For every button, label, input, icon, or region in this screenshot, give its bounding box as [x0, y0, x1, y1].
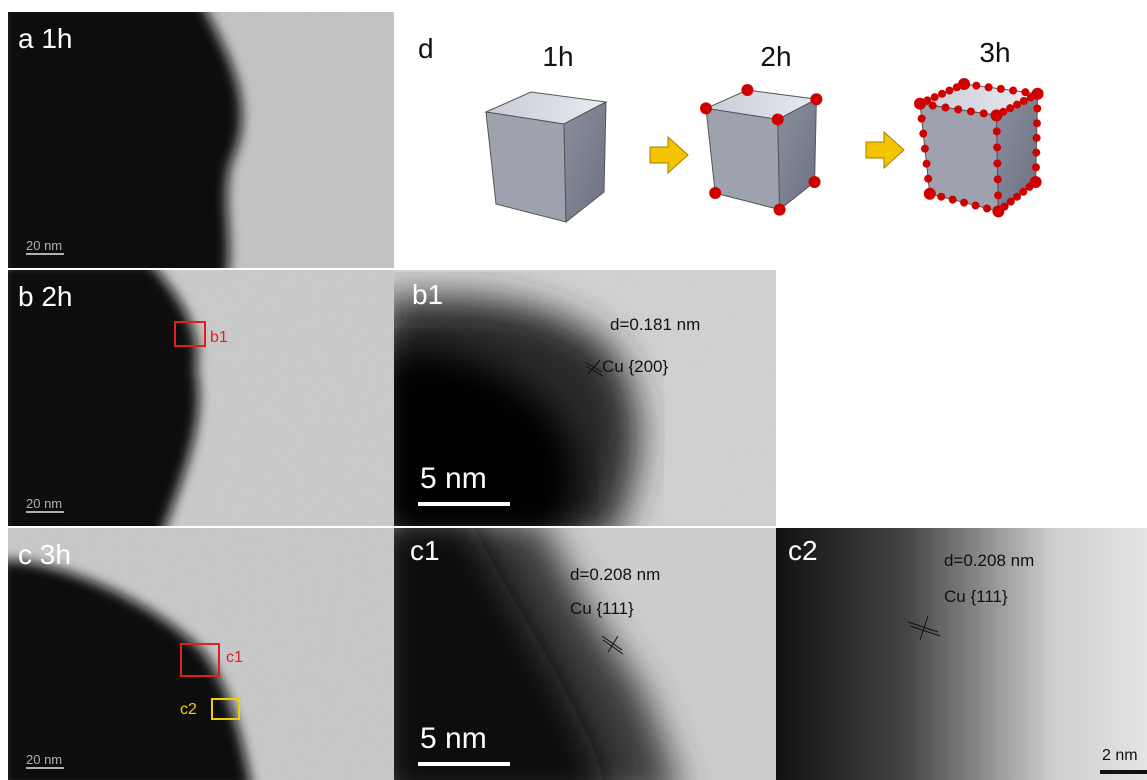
d-spacing: d=0.208 nm [570, 565, 660, 584]
cluster [741, 84, 753, 96]
panel-label: d [418, 33, 434, 64]
cluster [980, 109, 988, 117]
cluster [994, 191, 1002, 199]
cluster [1033, 105, 1041, 113]
cluster [772, 113, 784, 125]
cluster [999, 108, 1007, 116]
scale-bar-label: 20 nm [26, 496, 62, 511]
scale-bar-label: 2 nm [1102, 747, 1138, 764]
panel-label: a 1h [18, 23, 73, 54]
plane-label: Cu {200} [602, 357, 668, 376]
cluster [810, 93, 822, 105]
stage-label: 1h [542, 41, 573, 72]
cluster [985, 83, 993, 91]
cluster [1032, 149, 1040, 157]
cluster [945, 87, 953, 95]
cluster [1019, 188, 1027, 196]
region-label: b1 [210, 329, 228, 346]
cluster [923, 160, 931, 168]
panel-label: c1 [410, 535, 440, 566]
cluster [1032, 163, 1040, 171]
arrow [650, 137, 688, 173]
cluster [921, 145, 929, 153]
cluster [983, 204, 991, 212]
cluster [960, 199, 968, 207]
cluster [774, 204, 786, 216]
schematic [486, 78, 1044, 222]
cluster [937, 193, 945, 201]
cluster [1033, 119, 1041, 127]
panel-label: b 2h [18, 281, 73, 312]
plane-label: Cu {111} [944, 587, 1008, 606]
cluster [700, 102, 712, 114]
cluster [967, 107, 975, 115]
cluster [1007, 198, 1015, 206]
stage-label: 3h [979, 37, 1010, 68]
cluster [993, 143, 1001, 151]
scale-bar-label: 5 nm [420, 462, 487, 495]
cluster [1013, 101, 1021, 109]
cluster [1001, 203, 1009, 211]
panel-label: c2 [788, 535, 818, 566]
plane-label: Cu {111} [570, 599, 634, 618]
cluster [1027, 93, 1035, 101]
cluster [931, 93, 939, 101]
cluster [1013, 193, 1021, 201]
cluster [1020, 97, 1028, 105]
panel-label: c 3h [18, 539, 71, 570]
panel-label: b1 [412, 279, 443, 310]
cluster [972, 202, 980, 210]
panel-b1-image [380, 270, 776, 540]
cluster [709, 187, 721, 199]
region-label: c2 [180, 701, 197, 718]
cluster [941, 104, 949, 112]
cluster [972, 82, 980, 90]
cube-left [486, 112, 566, 222]
scale-bar-label: 20 nm [26, 238, 62, 253]
cluster [924, 188, 936, 200]
figure: a 1h 20 nm d 1h 2h 3h b 2h b1 20 nm b1 d… [0, 0, 1147, 780]
d-spacing: d=0.208 nm [944, 551, 1034, 570]
cluster [997, 85, 1005, 93]
cluster [993, 159, 1001, 167]
scale-bar-label: 20 nm [26, 752, 62, 767]
cluster [929, 102, 937, 110]
arrow [866, 132, 904, 168]
cluster [938, 90, 946, 98]
cluster [918, 115, 926, 123]
cluster [993, 127, 1001, 135]
cluster [1009, 87, 1017, 95]
d-spacing: d=0.181 nm [610, 315, 700, 334]
scale-bar-label: 5 nm [420, 722, 487, 755]
cluster [1025, 183, 1033, 191]
cluster [994, 175, 1002, 183]
cluster [1033, 134, 1041, 142]
cluster [924, 175, 932, 183]
cluster [919, 130, 927, 138]
cluster [1006, 104, 1014, 112]
cluster [809, 176, 821, 188]
cluster [953, 83, 961, 91]
cluster [949, 196, 957, 204]
region-label: c1 [226, 649, 243, 666]
cluster [954, 105, 962, 113]
stage-label: 2h [760, 41, 791, 72]
